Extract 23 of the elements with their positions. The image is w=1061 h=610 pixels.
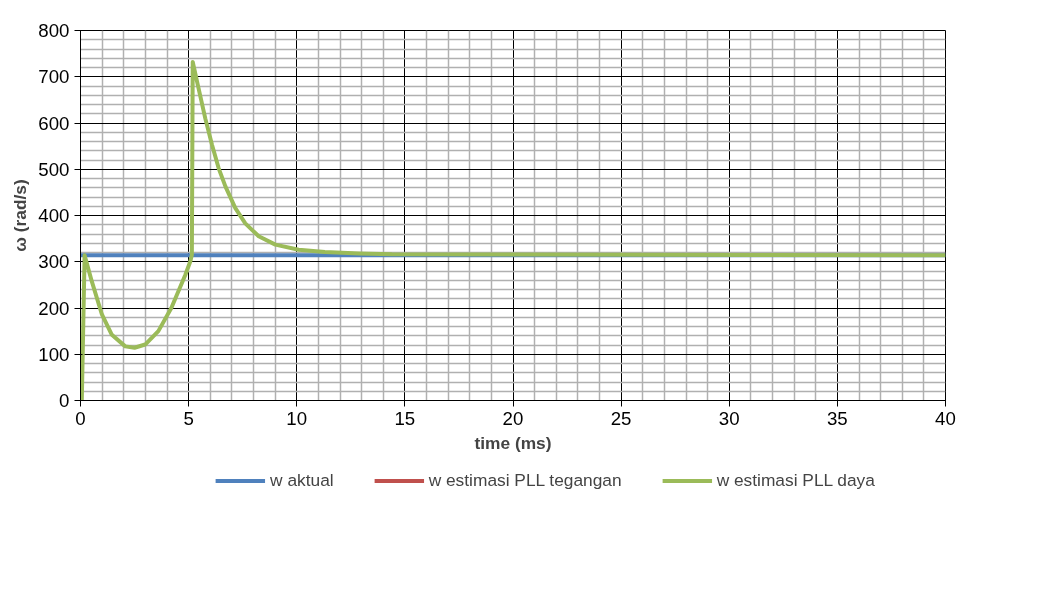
x-tick-label: 0 bbox=[75, 407, 86, 429]
y-tick-label: 700 bbox=[38, 66, 70, 88]
x-tick-label: 40 bbox=[935, 407, 956, 429]
legend-label: w estimasi PLL daya bbox=[716, 469, 875, 491]
y-tick-label: 100 bbox=[38, 343, 70, 365]
y-tick-label: 300 bbox=[38, 251, 70, 273]
y-axis-title: ω (rad/s) bbox=[10, 179, 31, 252]
y-tick-label: 0 bbox=[59, 390, 70, 411]
x-tick-label: 35 bbox=[827, 407, 848, 429]
x-tick-label: 5 bbox=[183, 407, 194, 429]
x-axis-title: time (ms) bbox=[474, 432, 552, 453]
y-tick-label: 200 bbox=[38, 297, 70, 319]
y-tick-label: 500 bbox=[38, 158, 70, 180]
x-tick-label: 15 bbox=[394, 407, 416, 429]
y-tick-label: 600 bbox=[38, 112, 70, 134]
x-tick-label: 30 bbox=[718, 407, 740, 429]
x-tick-label: 10 bbox=[286, 407, 308, 429]
legend-label: w estimasi PLL tegangan bbox=[428, 469, 622, 491]
y-tick-label: 800 bbox=[38, 20, 70, 41]
legend-label: w aktual bbox=[270, 469, 334, 491]
x-tick-label: 20 bbox=[502, 407, 524, 429]
x-tick-label: 25 bbox=[610, 407, 632, 429]
y-tick-label: 400 bbox=[38, 205, 70, 226]
